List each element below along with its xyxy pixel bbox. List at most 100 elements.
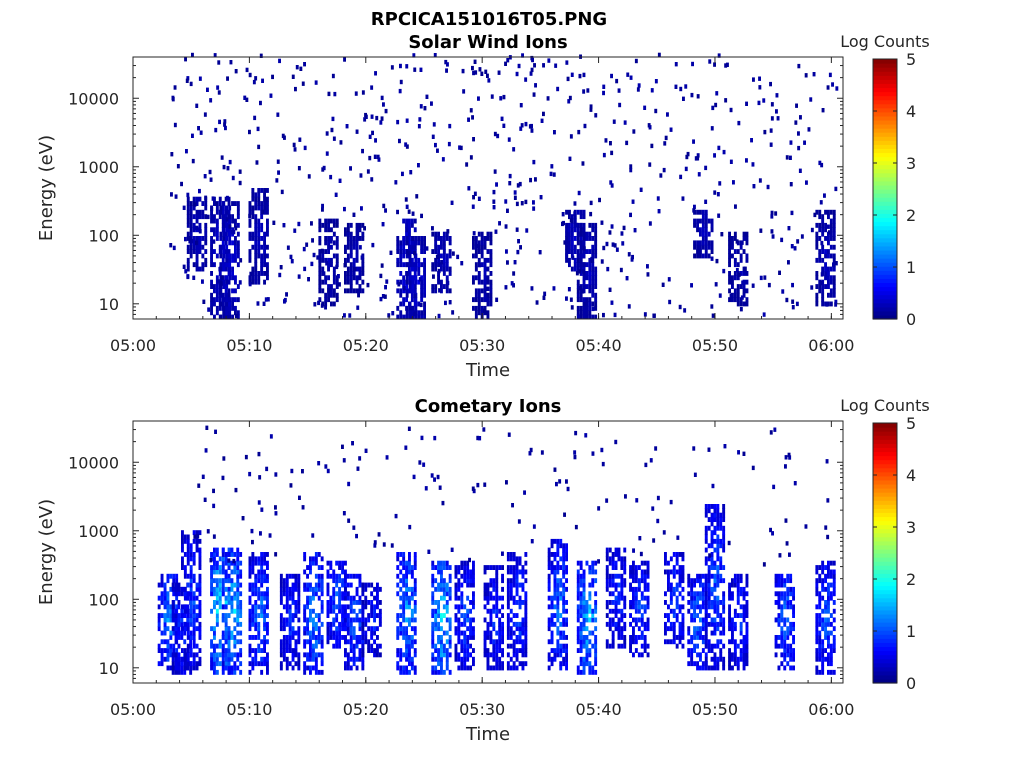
- heatmap-cell: [827, 266, 830, 272]
- heatmap-cell: [399, 621, 403, 627]
- heatmap-cell: [266, 639, 269, 645]
- heatmap-cell: [186, 608, 190, 614]
- heatmap-cell: [408, 249, 412, 254]
- colorbar-segment: [873, 314, 897, 320]
- colorbar-segment: [873, 63, 897, 68]
- heatmap-cell: [257, 643, 261, 649]
- heatmap-cell: [509, 630, 513, 636]
- colorbar-segment: [873, 103, 897, 109]
- heatmap-cell: [434, 665, 438, 671]
- heatmap-cell: [321, 257, 325, 263]
- heatmap-cell: [736, 288, 740, 294]
- heatmap-cell: [210, 626, 213, 632]
- heatmap-cell: [182, 264, 186, 269]
- heatmap-cell: [294, 608, 298, 614]
- heatmap-cell: [231, 297, 234, 303]
- heatmap-cell: [719, 560, 723, 566]
- heatmap-cell: [722, 591, 726, 597]
- heatmap-cell: [672, 630, 676, 636]
- heatmap-cell: [525, 228, 529, 233]
- heatmap-cell: [489, 271, 493, 276]
- heatmap-cell: [480, 244, 484, 250]
- heatmap-cell: [547, 58, 551, 63]
- heatmap-cell: [448, 591, 452, 597]
- heatmap-cell: [728, 661, 731, 667]
- heatmap-cell: [664, 626, 667, 632]
- heatmap-cell: [556, 600, 560, 605]
- heatmap-cell: [189, 652, 193, 658]
- heatmap-cell: [716, 192, 720, 197]
- heatmap-cell: [480, 297, 484, 303]
- heatmap-cell: [591, 578, 595, 584]
- heatmap-cell: [704, 586, 708, 592]
- heatmap-cell: [408, 621, 411, 627]
- heatmap-cell: [263, 188, 266, 193]
- heatmap-cell: [539, 195, 543, 200]
- heatmap-cell: [198, 613, 202, 618]
- heatmap-cell: [716, 543, 720, 549]
- heatmap-cell: [722, 604, 726, 610]
- heatmap-cell: [232, 229, 236, 235]
- heatmap-cell: [771, 234, 775, 239]
- heatmap-cell: [474, 236, 478, 241]
- heatmap-cell: [239, 648, 243, 653]
- heatmap-cell: [408, 556, 411, 562]
- heatmap-cell: [454, 582, 458, 588]
- heatmap-cell: [827, 301, 830, 307]
- heatmap-cell: [201, 201, 205, 206]
- heatmap-cell: [710, 530, 714, 536]
- heatmap-cell: [408, 648, 411, 653]
- heatmap-cell: [495, 652, 499, 658]
- heatmap-cell: [457, 652, 461, 658]
- heatmap-cell: [431, 626, 435, 632]
- heatmap-cell: [457, 626, 461, 632]
- heatmap-cell: [463, 648, 467, 653]
- heatmap-cell: [466, 582, 470, 588]
- heatmap-cell: [454, 643, 458, 649]
- heatmap-cell: [384, 285, 387, 290]
- heatmap-cell: [266, 560, 269, 566]
- heatmap-cell: [297, 166, 301, 171]
- heatmap-cell: [236, 656, 240, 662]
- heatmap-cell: [646, 586, 650, 592]
- heatmap-cell: [716, 556, 720, 562]
- colorbar-segment: [873, 274, 897, 279]
- heatmap-cell: [646, 582, 650, 588]
- heatmap-cell: [568, 156, 572, 161]
- heatmap-cell: [713, 604, 717, 610]
- heatmap-cell: [332, 635, 336, 640]
- heatmap-cell: [588, 314, 592, 320]
- heatmap-cell: [171, 608, 175, 614]
- heatmap-cell: [576, 630, 580, 636]
- heatmap-cell: [215, 297, 219, 303]
- heatmap-cell: [254, 621, 258, 627]
- heatmap-cell: [815, 222, 819, 228]
- heatmap-cell: [263, 249, 266, 254]
- heatmap-cell: [445, 591, 449, 597]
- heatmap-cell: [611, 617, 615, 623]
- heatmap-cell: [553, 538, 557, 544]
- heatmap-cell: [434, 565, 438, 570]
- heatmap-cell: [562, 608, 566, 614]
- heatmap-cell: [582, 231, 586, 237]
- heatmap-cell: [534, 177, 537, 182]
- heatmap-cell: [667, 277, 671, 282]
- heatmap-cell: [437, 257, 440, 263]
- heatmap-cell: [579, 292, 583, 298]
- heatmap-cell: [793, 246, 797, 251]
- heatmap-cell: [186, 547, 190, 553]
- heatmap-cell: [396, 630, 400, 636]
- heatmap-cell: [442, 595, 446, 601]
- heatmap-cell: [233, 582, 237, 588]
- heatmap-cell: [330, 284, 333, 289]
- heatmap-cell: [669, 556, 673, 562]
- heatmap-cell: [198, 538, 202, 544]
- heatmap-cell: [582, 604, 586, 610]
- colorbar-segment: [873, 201, 897, 206]
- heatmap-cell: [355, 665, 359, 671]
- heatmap-cell: [371, 242, 375, 248]
- heatmap-cell: [672, 613, 676, 618]
- heatmap-cell: [699, 218, 702, 224]
- heatmap-cell: [317, 565, 321, 570]
- heatmap-cell: [576, 635, 580, 640]
